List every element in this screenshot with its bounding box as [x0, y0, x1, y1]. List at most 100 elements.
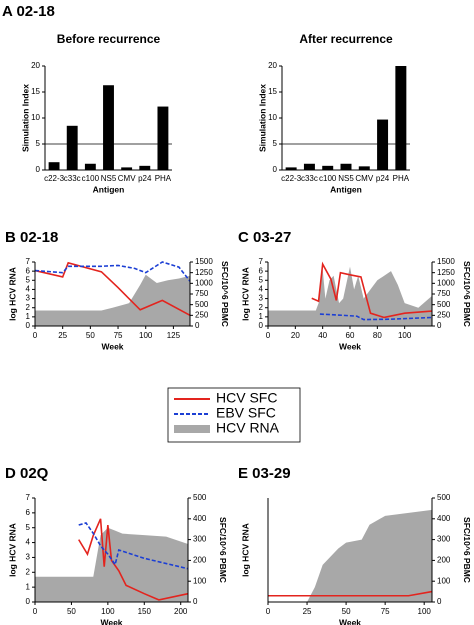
line: [34, 261, 191, 317]
y2-axis-label: SFC/10^6 PBMC: [462, 261, 472, 327]
y-tick-label: 7: [26, 493, 31, 502]
bar: [84, 163, 96, 170]
y-tick-label: 6: [26, 508, 31, 517]
y-tick-label: 5: [36, 139, 41, 148]
y2-axis-label: SFC/10^6 PBMC: [220, 261, 230, 327]
y2-tick-label: 1250: [195, 268, 213, 277]
line: [268, 590, 433, 597]
x-tick-label: 25: [58, 331, 67, 340]
y-tick-label: 6: [259, 266, 264, 275]
chart-title: E 03-29: [238, 465, 291, 482]
x-tick-label: 50: [67, 607, 76, 616]
x-tick-label: p24: [376, 174, 390, 183]
y-axis-label: log HCV RNA: [7, 523, 17, 577]
y2-tick-label: 250: [437, 310, 451, 319]
x-tick-label: c33c: [301, 174, 318, 183]
y-axis-label: log HCV RNA: [7, 267, 17, 321]
area: [35, 527, 188, 602]
x-axis-label: Week: [339, 617, 361, 625]
chart-title: After recurrence: [299, 32, 393, 46]
y-tick-label: 4: [259, 285, 264, 294]
bar: [139, 165, 151, 170]
x-tick-label: 100: [398, 331, 412, 340]
y2-tick-label: 200: [193, 556, 207, 565]
y-tick-label: 1: [26, 582, 31, 591]
y2-tick-label: 200: [437, 556, 451, 565]
y2-tick-label: 1500: [195, 257, 213, 266]
x-tick-label: 20: [291, 331, 300, 340]
x-tick-label: 0: [33, 607, 38, 616]
y2-tick-label: 0: [195, 321, 200, 330]
x-tick-label: 150: [138, 607, 152, 616]
x-tick-label: NS5: [338, 174, 354, 183]
x-tick-label: 40: [318, 331, 327, 340]
y-tick-label: 7: [26, 257, 31, 266]
x-axis-label: Week: [339, 341, 361, 351]
y2-tick-label: 100: [193, 576, 207, 585]
bar: [48, 162, 60, 170]
y2-axis-label: SFC/10^6 PBMC: [218, 517, 228, 583]
line: [311, 261, 433, 319]
x-axis-label: Week: [101, 341, 123, 351]
y-tick-label: 5: [273, 139, 278, 148]
line: [78, 522, 189, 570]
y-tick-label: 15: [31, 87, 40, 96]
y-tick-label: 0: [36, 165, 41, 174]
y2-tick-label: 300: [437, 535, 451, 544]
y2-tick-label: 400: [193, 514, 207, 523]
y-tick-label: 0: [26, 321, 31, 330]
x-tick-label: c22-3: [44, 174, 65, 183]
y-tick-label: 5: [259, 275, 264, 284]
y2-tick-label: 400: [437, 514, 451, 523]
y-tick-label: 2: [26, 567, 31, 576]
x-axis-label: Week: [100, 617, 122, 625]
y-tick-label: 10: [31, 113, 40, 122]
x-tick-label: 25: [303, 607, 312, 616]
y2-axis-label: SFC/10^6 PBMC: [462, 517, 472, 583]
area: [268, 266, 432, 326]
y-tick-label: 20: [268, 61, 277, 70]
line: [319, 313, 433, 321]
y-tick-label: 10: [268, 113, 277, 122]
bar: [285, 167, 297, 170]
x-tick-label: 125: [167, 331, 181, 340]
area: [268, 509, 432, 602]
x-tick-label: c22-3: [281, 174, 302, 183]
bar: [358, 166, 370, 170]
y2-tick-label: 500: [195, 300, 209, 309]
y-axis-label: log HCV RNA: [240, 523, 250, 577]
bar: [322, 165, 334, 170]
y-tick-label: 3: [26, 294, 31, 303]
y-tick-label: 1: [259, 312, 264, 321]
bar: [157, 106, 169, 170]
x-tick-label: c33c: [64, 174, 81, 183]
y2-tick-label: 300: [193, 535, 207, 544]
x-tick-label: 0: [266, 607, 271, 616]
y2-tick-label: 1500: [437, 257, 455, 266]
y-tick-label: 7: [259, 257, 264, 266]
y-tick-label: 2: [259, 303, 264, 312]
x-tick-label: 75: [114, 331, 123, 340]
y2-tick-label: 250: [195, 310, 209, 319]
area: [35, 274, 190, 326]
x-tick-label: 50: [86, 331, 95, 340]
y2-tick-label: 0: [437, 321, 442, 330]
x-tick-label: p24: [138, 174, 152, 183]
y2-tick-label: 1000: [437, 278, 455, 287]
y-tick-label: 0: [26, 597, 31, 606]
y-tick-label: 0: [259, 321, 264, 330]
x-tick-label: PHA: [393, 174, 410, 183]
y2-tick-label: 100: [437, 576, 451, 585]
y-tick-label: 4: [26, 538, 31, 547]
bar: [340, 163, 352, 170]
bar: [377, 119, 389, 170]
x-tick-label: 60: [346, 331, 355, 340]
legend-label: HCV RNA: [216, 420, 280, 436]
y2-tick-label: 0: [193, 597, 198, 606]
legend-label: HCV SFC: [216, 390, 277, 406]
y-tick-label: 3: [26, 553, 31, 562]
bar: [395, 66, 407, 170]
chart-title: B 02-18: [5, 229, 58, 246]
legend-label: EBV SFC: [216, 405, 276, 421]
